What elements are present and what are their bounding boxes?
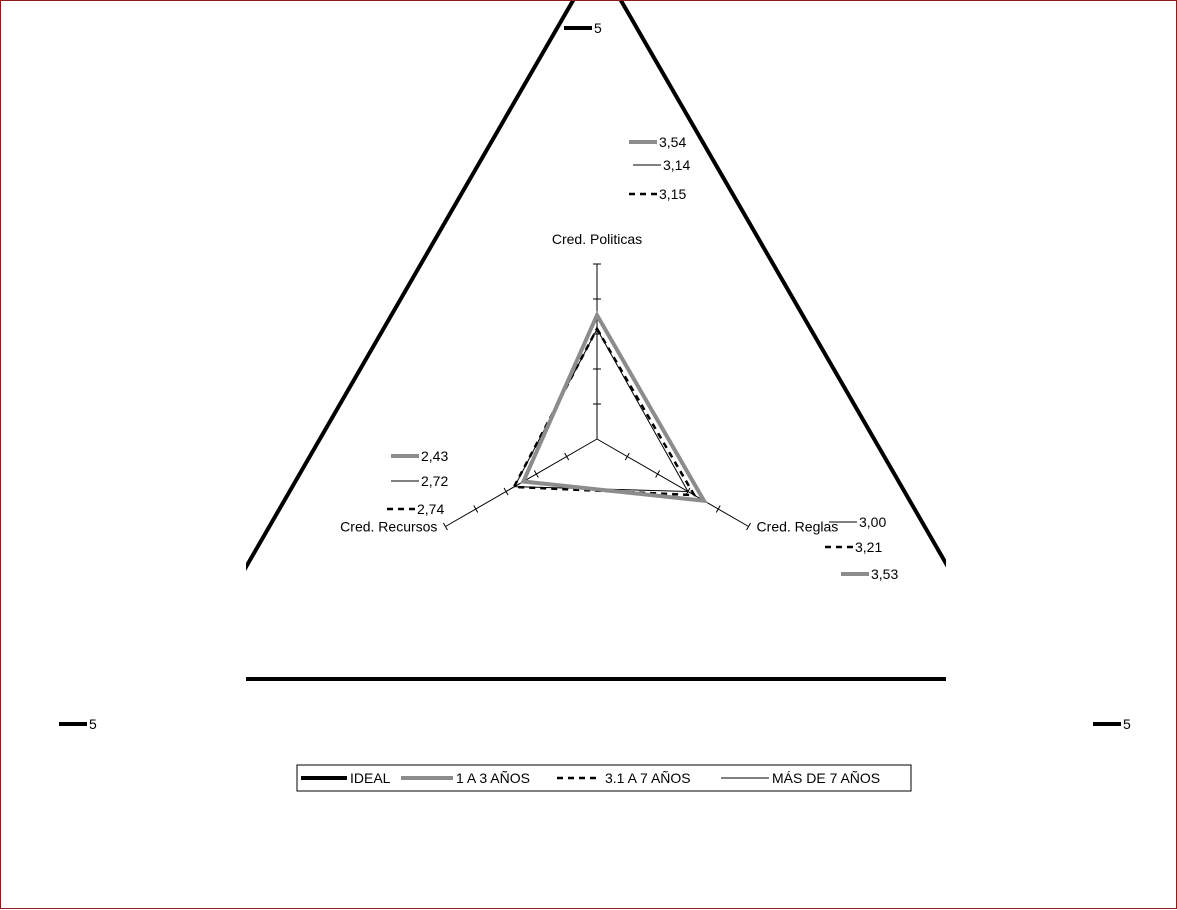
axis-tick-cred-reglas [746, 522, 751, 531]
data-label-mas-de-7-anos-cred-reglas: 3,00 [859, 514, 886, 530]
legend-label-ideal: IDEAL [350, 770, 391, 786]
data-label-1-a-3-anos-cred-recursos: 2,43 [421, 448, 448, 464]
axis-tick-cred-recursos [564, 452, 570, 461]
axis-tick-cred-recursos [443, 522, 448, 531]
data-label-mas-de-7-anos-cred-politicas: 3,14 [663, 157, 690, 173]
series-group [511, 310, 708, 504]
legend-label-3-1-a-7: 3.1 A 7 AÑOS [605, 770, 691, 786]
axis-tick-cred-reglas [715, 505, 721, 513]
axis-label-cred-politicas: Cred. Politicas [552, 231, 642, 247]
axis-tick-cred-reglas [624, 452, 630, 461]
data-label-3-1-a-7-anos-cred-reglas: 3,21 [855, 539, 882, 555]
axis-tick-cred-recursos [473, 505, 479, 513]
data-labels-group: 5 5 5 3,54 3,14 3,15 2,43 2,72 2,74 3,00 3,21 3,53 [59, 20, 1131, 732]
axis-tick-cred-reglas [655, 470, 661, 478]
axis-tick-cred-recursos [503, 487, 509, 496]
series-line-mas-de-7-anos [513, 328, 689, 493]
axis-line-cred-reglas [596, 438, 749, 527]
data-label-mas-de-7-anos-cred-recursos: 2,72 [421, 473, 448, 489]
data-label-1-a-3-anos-cred-politicas: 3,54 [659, 134, 686, 150]
data-label-3-1-a-7-anos-cred-recursos: 2,74 [417, 501, 444, 517]
data-label-ideal-right: 5 [1123, 716, 1131, 732]
ideal-series-group [246, 1, 946, 681]
legend-label-1-a-3: 1 A 3 AÑOS [456, 770, 530, 786]
series-line-3-1-a-7-anos [511, 326, 697, 497]
legend-label-mas-de-7: MÁS DE 7 AÑOS [772, 770, 880, 786]
data-label-ideal-left: 5 [89, 716, 97, 732]
legend-box [296, 764, 912, 792]
series-line-1-a-3-anos [520, 310, 708, 504]
data-label-1-a-3-anos-cred-reglas: 3,53 [871, 566, 898, 582]
data-label-3-1-a-7-anos-cred-politicas: 3,15 [659, 186, 686, 202]
axis-label-cred-recursos: Cred. Recursos [340, 519, 437, 535]
axis-tick-cred-recursos [533, 470, 539, 478]
legend: IDEAL 1 A 3 AÑOS 3.1 A 7 AÑOS MÁS DE 7 A… [296, 764, 912, 792]
axis-label-cred-reglas: Cred. Reglas [757, 519, 839, 535]
data-label-ideal-cred-politicas: 5 [594, 20, 602, 36]
series-line-ideal [246, 1, 946, 681]
